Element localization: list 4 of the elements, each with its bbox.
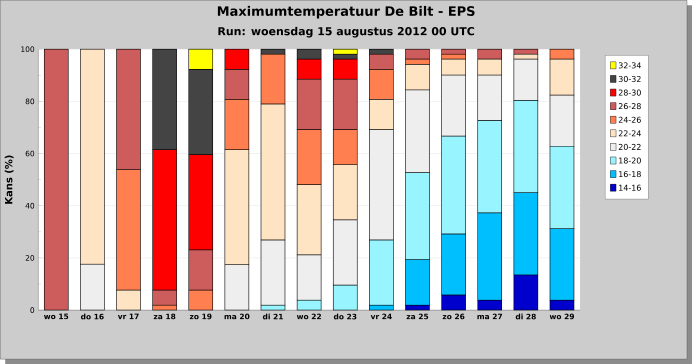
chart-subtitle: Run: woensdag 15 augustus 2012 00 UTC <box>218 26 474 38</box>
bar <box>44 48 69 310</box>
chart-title: Maximumtemperatuur De Bilt - EPS <box>218 6 475 18</box>
y-axis-title: Kans (%) <box>4 155 14 204</box>
